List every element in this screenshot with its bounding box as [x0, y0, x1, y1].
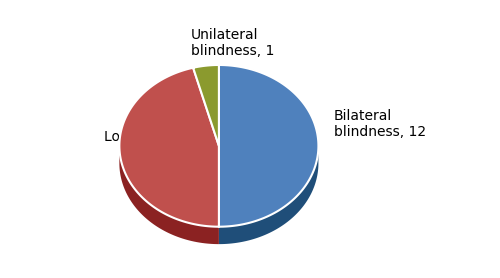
Text: Low vision, 11: Low vision, 11 [104, 130, 202, 143]
Polygon shape [120, 147, 219, 244]
Text: Bilateral
blindness, 12: Bilateral blindness, 12 [334, 109, 426, 139]
Polygon shape [120, 68, 219, 227]
Text: Unilateral
blindness, 1: Unilateral blindness, 1 [191, 28, 274, 58]
Polygon shape [193, 65, 219, 146]
Polygon shape [219, 65, 318, 227]
Polygon shape [219, 147, 318, 244]
